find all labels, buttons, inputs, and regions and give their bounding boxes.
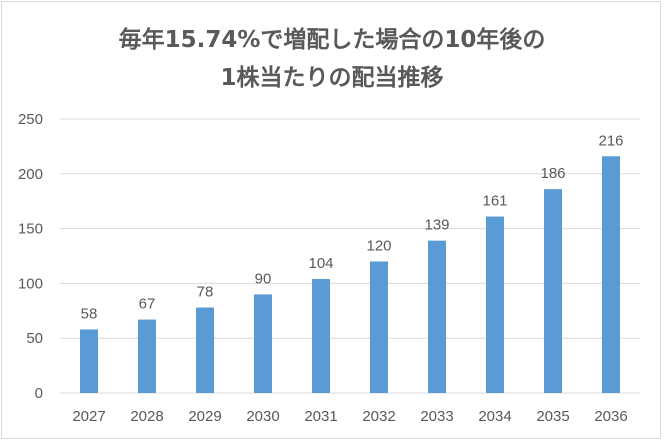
x-tick-label: 2032 (362, 408, 395, 425)
bar (196, 307, 214, 393)
data-label: 90 (255, 270, 272, 287)
y-tick-label: 250 (18, 111, 43, 128)
data-label: 139 (424, 217, 449, 234)
x-tick-label: 2035 (536, 408, 569, 425)
x-tick-label: 2029 (188, 408, 221, 425)
data-label: 216 (598, 132, 623, 149)
x-tick-label: 2028 (130, 408, 163, 425)
y-tick-label: 100 (18, 275, 43, 292)
bar (312, 279, 330, 393)
bar (544, 189, 562, 393)
chart-title-line-1: 毎年15.74%で増配した場合の10年後の (118, 27, 546, 53)
bar (486, 216, 504, 393)
data-label: 120 (366, 237, 391, 254)
data-label: 161 (482, 193, 507, 210)
x-tick-label: 2034 (478, 408, 511, 425)
y-tick-label: 50 (26, 330, 43, 347)
bar (254, 294, 272, 393)
x-tick-label: 2027 (72, 408, 105, 425)
data-label: 186 (540, 165, 565, 182)
bar (602, 156, 620, 393)
y-tick-label: 200 (18, 166, 43, 183)
bar (428, 240, 446, 393)
chart-title-line-2: 1株当たりの配当推移 (220, 65, 444, 91)
x-tick-label: 2033 (420, 408, 453, 425)
data-label: 58 (81, 305, 98, 322)
x-tick-label: 2031 (304, 408, 337, 425)
bar (138, 319, 156, 393)
x-tick-label: 2030 (246, 408, 279, 425)
bar (80, 329, 98, 393)
bar (370, 261, 388, 393)
data-label: 67 (139, 296, 156, 313)
y-tick-label: 0 (35, 385, 43, 402)
data-label: 78 (197, 284, 214, 301)
y-tick-label: 150 (18, 221, 43, 238)
x-tick-label: 2036 (594, 408, 627, 425)
data-label: 104 (308, 255, 333, 272)
